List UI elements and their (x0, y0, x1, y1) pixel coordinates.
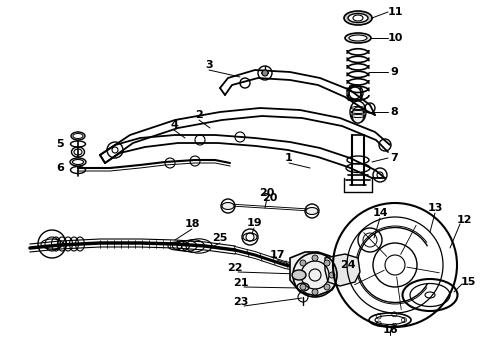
Text: 25: 25 (212, 233, 228, 243)
Text: 17: 17 (269, 250, 285, 260)
Circle shape (312, 289, 318, 295)
Text: 23: 23 (233, 297, 249, 307)
Polygon shape (325, 254, 360, 286)
Text: 19: 19 (246, 218, 262, 228)
Circle shape (324, 284, 330, 290)
Ellipse shape (352, 107, 364, 123)
Circle shape (300, 260, 306, 266)
Ellipse shape (71, 132, 85, 140)
Text: 20: 20 (259, 188, 275, 198)
Text: 16: 16 (382, 325, 398, 335)
Text: 2: 2 (195, 110, 203, 120)
Text: 11: 11 (387, 7, 403, 17)
Text: 13: 13 (427, 203, 442, 213)
Circle shape (262, 70, 268, 76)
Text: 6: 6 (56, 163, 64, 173)
Text: 9: 9 (390, 67, 398, 77)
Text: 21: 21 (233, 278, 249, 288)
Ellipse shape (344, 11, 372, 25)
Text: 5: 5 (56, 139, 64, 149)
Text: 15: 15 (460, 277, 476, 287)
Circle shape (300, 284, 306, 290)
Circle shape (295, 272, 301, 278)
Text: 8: 8 (390, 107, 398, 117)
Ellipse shape (73, 159, 83, 165)
Text: 20: 20 (262, 193, 278, 203)
Text: 12: 12 (456, 215, 472, 225)
Text: 7: 7 (390, 153, 398, 163)
Text: 22: 22 (227, 263, 243, 273)
Text: 1: 1 (285, 153, 293, 163)
Text: 10: 10 (387, 33, 403, 43)
Ellipse shape (349, 35, 367, 41)
Circle shape (324, 260, 330, 266)
Ellipse shape (292, 270, 306, 280)
Polygon shape (290, 252, 340, 296)
Ellipse shape (345, 33, 371, 43)
Ellipse shape (73, 134, 83, 139)
Text: 18: 18 (184, 219, 200, 229)
Ellipse shape (70, 158, 86, 166)
Text: 3: 3 (205, 60, 213, 70)
Ellipse shape (348, 14, 368, 23)
Ellipse shape (306, 207, 318, 215)
Text: 24: 24 (340, 260, 356, 270)
Ellipse shape (222, 202, 234, 210)
Text: 4: 4 (170, 120, 178, 130)
Circle shape (329, 272, 335, 278)
Circle shape (312, 255, 318, 261)
Text: 14: 14 (372, 208, 388, 218)
